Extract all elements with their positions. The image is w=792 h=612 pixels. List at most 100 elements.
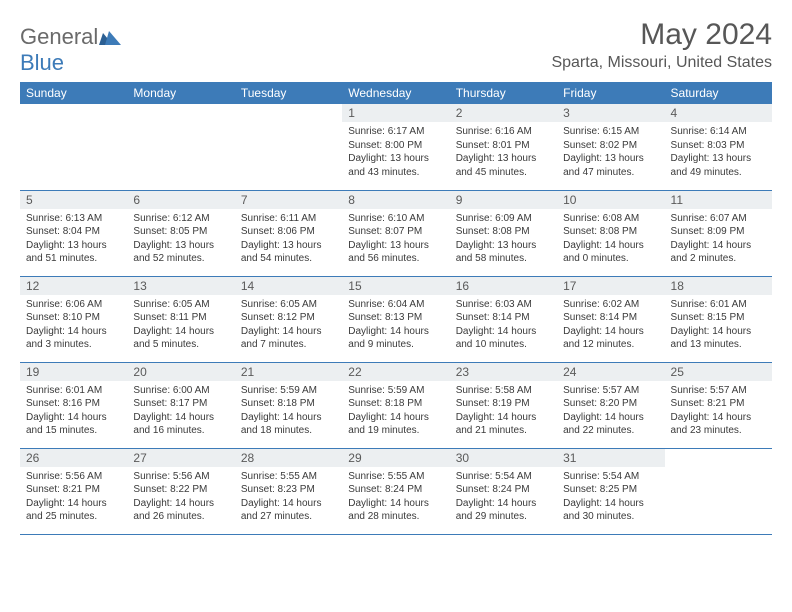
calendar-cell: 1Sunrise: 6:17 AMSunset: 8:00 PMDaylight… [342, 104, 449, 190]
cell-content: Sunrise: 6:10 AMSunset: 8:07 PMDaylight:… [342, 209, 449, 270]
day-number: 5 [20, 191, 127, 209]
day-header: Thursday [450, 82, 557, 104]
calendar-cell: 28Sunrise: 5:55 AMSunset: 8:23 PMDayligh… [235, 448, 342, 534]
cell-content: Sunrise: 6:05 AMSunset: 8:11 PMDaylight:… [127, 295, 234, 356]
calendar-cell: 31Sunrise: 5:54 AMSunset: 8:25 PMDayligh… [557, 448, 664, 534]
cell-content: Sunrise: 6:03 AMSunset: 8:14 PMDaylight:… [450, 295, 557, 356]
calendar-cell: 11Sunrise: 6:07 AMSunset: 8:09 PMDayligh… [665, 190, 772, 276]
cell-content: Sunrise: 6:12 AMSunset: 8:05 PMDaylight:… [127, 209, 234, 270]
calendar-cell: 17Sunrise: 6:02 AMSunset: 8:14 PMDayligh… [557, 276, 664, 362]
calendar-cell: 27Sunrise: 5:56 AMSunset: 8:22 PMDayligh… [127, 448, 234, 534]
cell-content: Sunrise: 5:54 AMSunset: 8:24 PMDaylight:… [450, 467, 557, 528]
cell-content: Sunrise: 6:07 AMSunset: 8:09 PMDaylight:… [665, 209, 772, 270]
day-number: 24 [557, 363, 664, 381]
calendar-cell [235, 104, 342, 190]
calendar-cell: 5Sunrise: 6:13 AMSunset: 8:04 PMDaylight… [20, 190, 127, 276]
cell-content: Sunrise: 5:55 AMSunset: 8:24 PMDaylight:… [342, 467, 449, 528]
calendar-cell: 29Sunrise: 5:55 AMSunset: 8:24 PMDayligh… [342, 448, 449, 534]
day-number: 27 [127, 449, 234, 467]
calendar-cell: 14Sunrise: 6:05 AMSunset: 8:12 PMDayligh… [235, 276, 342, 362]
cell-content: Sunrise: 6:01 AMSunset: 8:16 PMDaylight:… [20, 381, 127, 442]
calendar-cell: 7Sunrise: 6:11 AMSunset: 8:06 PMDaylight… [235, 190, 342, 276]
day-header: Monday [127, 82, 234, 104]
day-header: Wednesday [342, 82, 449, 104]
calendar-week: 26Sunrise: 5:56 AMSunset: 8:21 PMDayligh… [20, 448, 772, 534]
cell-content: Sunrise: 6:02 AMSunset: 8:14 PMDaylight:… [557, 295, 664, 356]
cell-content: Sunrise: 6:17 AMSunset: 8:00 PMDaylight:… [342, 122, 449, 183]
logo: GeneralBlue [20, 18, 121, 76]
day-number: 30 [450, 449, 557, 467]
day-number: 12 [20, 277, 127, 295]
day-header: Sunday [20, 82, 127, 104]
cell-content: Sunrise: 6:11 AMSunset: 8:06 PMDaylight:… [235, 209, 342, 270]
calendar-cell: 4Sunrise: 6:14 AMSunset: 8:03 PMDaylight… [665, 104, 772, 190]
cell-content: Sunrise: 5:56 AMSunset: 8:21 PMDaylight:… [20, 467, 127, 528]
calendar-cell [665, 448, 772, 534]
logo-text: GeneralBlue [20, 24, 121, 76]
cell-content: Sunrise: 6:15 AMSunset: 8:02 PMDaylight:… [557, 122, 664, 183]
calendar-week: 5Sunrise: 6:13 AMSunset: 8:04 PMDaylight… [20, 190, 772, 276]
location-text: Sparta, Missouri, United States [551, 54, 772, 72]
cell-content: Sunrise: 6:16 AMSunset: 8:01 PMDaylight:… [450, 122, 557, 183]
calendar-cell: 20Sunrise: 6:00 AMSunset: 8:17 PMDayligh… [127, 362, 234, 448]
day-number: 7 [235, 191, 342, 209]
cell-content: Sunrise: 5:59 AMSunset: 8:18 PMDaylight:… [342, 381, 449, 442]
day-number: 23 [450, 363, 557, 381]
day-number: 4 [665, 104, 772, 122]
calendar-table: SundayMondayTuesdayWednesdayThursdayFrid… [20, 82, 772, 535]
calendar-cell: 18Sunrise: 6:01 AMSunset: 8:15 PMDayligh… [665, 276, 772, 362]
day-number: 1 [342, 104, 449, 122]
calendar-cell: 13Sunrise: 6:05 AMSunset: 8:11 PMDayligh… [127, 276, 234, 362]
day-number: 21 [235, 363, 342, 381]
calendar-cell: 30Sunrise: 5:54 AMSunset: 8:24 PMDayligh… [450, 448, 557, 534]
cell-content: Sunrise: 6:00 AMSunset: 8:17 PMDaylight:… [127, 381, 234, 442]
day-number: 25 [665, 363, 772, 381]
calendar-cell: 25Sunrise: 5:57 AMSunset: 8:21 PMDayligh… [665, 362, 772, 448]
day-number: 2 [450, 104, 557, 122]
day-number: 14 [235, 277, 342, 295]
day-number: 6 [127, 191, 234, 209]
calendar-cell: 22Sunrise: 5:59 AMSunset: 8:18 PMDayligh… [342, 362, 449, 448]
calendar-cell: 24Sunrise: 5:57 AMSunset: 8:20 PMDayligh… [557, 362, 664, 448]
page-header: GeneralBlue May 2024 Sparta, Missouri, U… [20, 18, 772, 76]
calendar-cell: 15Sunrise: 6:04 AMSunset: 8:13 PMDayligh… [342, 276, 449, 362]
day-number: 29 [342, 449, 449, 467]
day-number: 31 [557, 449, 664, 467]
calendar-cell: 9Sunrise: 6:09 AMSunset: 8:08 PMDaylight… [450, 190, 557, 276]
calendar-cell: 16Sunrise: 6:03 AMSunset: 8:14 PMDayligh… [450, 276, 557, 362]
day-number: 15 [342, 277, 449, 295]
cell-content: Sunrise: 5:54 AMSunset: 8:25 PMDaylight:… [557, 467, 664, 528]
calendar-week: 12Sunrise: 6:06 AMSunset: 8:10 PMDayligh… [20, 276, 772, 362]
day-header-row: SundayMondayTuesdayWednesdayThursdayFrid… [20, 82, 772, 104]
calendar-cell: 19Sunrise: 6:01 AMSunset: 8:16 PMDayligh… [20, 362, 127, 448]
calendar-cell: 12Sunrise: 6:06 AMSunset: 8:10 PMDayligh… [20, 276, 127, 362]
calendar-week: 19Sunrise: 6:01 AMSunset: 8:16 PMDayligh… [20, 362, 772, 448]
cell-content: Sunrise: 5:57 AMSunset: 8:20 PMDaylight:… [557, 381, 664, 442]
day-header: Saturday [665, 82, 772, 104]
cell-content: Sunrise: 6:09 AMSunset: 8:08 PMDaylight:… [450, 209, 557, 270]
day-number: 26 [20, 449, 127, 467]
calendar-body: 1Sunrise: 6:17 AMSunset: 8:00 PMDaylight… [20, 104, 772, 534]
calendar-cell: 26Sunrise: 5:56 AMSunset: 8:21 PMDayligh… [20, 448, 127, 534]
cell-content: Sunrise: 6:06 AMSunset: 8:10 PMDaylight:… [20, 295, 127, 356]
cell-content: Sunrise: 5:58 AMSunset: 8:19 PMDaylight:… [450, 381, 557, 442]
calendar-cell: 3Sunrise: 6:15 AMSunset: 8:02 PMDaylight… [557, 104, 664, 190]
day-number: 20 [127, 363, 234, 381]
calendar-cell: 2Sunrise: 6:16 AMSunset: 8:01 PMDaylight… [450, 104, 557, 190]
cell-content: Sunrise: 6:04 AMSunset: 8:13 PMDaylight:… [342, 295, 449, 356]
calendar-cell: 6Sunrise: 6:12 AMSunset: 8:05 PMDaylight… [127, 190, 234, 276]
cell-content: Sunrise: 6:13 AMSunset: 8:04 PMDaylight:… [20, 209, 127, 270]
logo-mark-icon [98, 24, 121, 49]
cell-content: Sunrise: 5:56 AMSunset: 8:22 PMDaylight:… [127, 467, 234, 528]
cell-content: Sunrise: 5:59 AMSunset: 8:18 PMDaylight:… [235, 381, 342, 442]
day-number: 22 [342, 363, 449, 381]
day-header: Friday [557, 82, 664, 104]
cell-content: Sunrise: 5:55 AMSunset: 8:23 PMDaylight:… [235, 467, 342, 528]
day-number: 9 [450, 191, 557, 209]
day-number: 19 [20, 363, 127, 381]
day-number: 17 [557, 277, 664, 295]
calendar-cell: 8Sunrise: 6:10 AMSunset: 8:07 PMDaylight… [342, 190, 449, 276]
cell-content: Sunrise: 6:08 AMSunset: 8:08 PMDaylight:… [557, 209, 664, 270]
day-number: 3 [557, 104, 664, 122]
day-number: 10 [557, 191, 664, 209]
